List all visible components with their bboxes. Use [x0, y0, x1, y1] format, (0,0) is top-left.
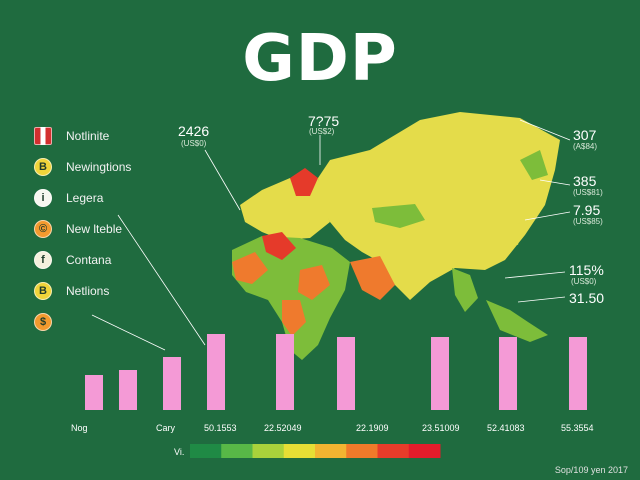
- color-scale-swatch: [221, 444, 253, 458]
- legend: Notlinite B Newingtions i Legera © New lteb…: [34, 120, 184, 337]
- bar: [163, 357, 181, 410]
- legend-copyright-icon: ©: [34, 219, 52, 238]
- region-patch: [452, 268, 478, 312]
- region-patch: [282, 300, 306, 336]
- source-note: Sop/109 yen 2017: [554, 465, 628, 475]
- color-scale-swatch: [315, 444, 347, 458]
- legend-item: B Netlions: [34, 275, 184, 306]
- legend-dollar-icon: $: [34, 312, 52, 331]
- callout-sub: (US$81): [573, 188, 603, 197]
- callout-value: 7.95: [573, 202, 601, 218]
- bar-label: 55.3554: [561, 423, 594, 433]
- region-patch: [262, 232, 296, 260]
- callout-value: 7?75: [308, 113, 340, 129]
- leader-line: [117, 214, 206, 346]
- callout-value: 307: [573, 127, 597, 143]
- region-patch: [350, 256, 395, 300]
- color-scale-swatch: [252, 444, 285, 458]
- callout-sub: (US$2): [309, 127, 335, 136]
- leader-line: [91, 314, 166, 351]
- region-patch: [232, 252, 268, 284]
- bar: [337, 337, 355, 410]
- legend-coin-icon: B: [34, 281, 52, 300]
- callout-value: 2426: [178, 123, 210, 139]
- asia-region: [318, 112, 560, 300]
- leader-line: [517, 296, 566, 303]
- callout-sub: (US$0): [571, 277, 597, 286]
- leader-line: [524, 211, 571, 221]
- callout-value: 31.50: [569, 290, 605, 306]
- callout-sub: (US$0): [181, 139, 207, 148]
- color-scale-swatch: [190, 444, 222, 458]
- color-scale-swatch: [346, 444, 378, 458]
- leader-line: [204, 149, 241, 211]
- region-patch: [508, 212, 522, 245]
- legend-item: f Contana: [34, 244, 184, 275]
- bar: [207, 334, 225, 410]
- color-scale-swatch: [283, 444, 316, 458]
- bar-label: 22.52049: [264, 423, 302, 433]
- bar: [499, 337, 517, 410]
- bar-label: 22.1909: [356, 423, 389, 433]
- color-scale-swatch: [377, 444, 410, 458]
- region-patch: [486, 300, 548, 342]
- bar-label: 52.41083: [487, 423, 525, 433]
- bar-label: 50.1553: [204, 423, 237, 433]
- leader-line: [504, 271, 566, 279]
- region-patch: [520, 150, 548, 180]
- bar-label: Cary: [156, 423, 176, 433]
- legend-coin-icon: B: [34, 157, 52, 176]
- callout-value: 385: [573, 173, 597, 189]
- color-scale-swatch: [408, 444, 441, 458]
- color-scale-label: Vi.: [174, 447, 185, 457]
- leader-line: [539, 179, 571, 186]
- leader-line: [519, 119, 571, 141]
- callout-value: 115%: [569, 262, 604, 278]
- region-patch: [298, 265, 330, 300]
- bar-label: Nog: [71, 423, 88, 433]
- callout-sub: (A$84): [573, 142, 598, 151]
- bar: [85, 375, 103, 410]
- bar: [119, 370, 137, 410]
- region-patch: [290, 168, 318, 196]
- legend-item: Notlinite: [34, 120, 184, 151]
- region-patch: [372, 204, 425, 228]
- bar: [569, 337, 587, 410]
- legend-item: $: [34, 306, 184, 337]
- bar: [431, 337, 449, 410]
- legend-flag-icon: [34, 126, 52, 145]
- bar: [276, 334, 294, 410]
- legend-info-icon: i: [34, 188, 52, 207]
- page-title: GDP: [242, 22, 398, 96]
- callout-sub: (US$85): [573, 217, 603, 226]
- legend-f-icon: f: [34, 250, 52, 269]
- legend-item: B Newingtions: [34, 151, 184, 182]
- legend-item: © New lteble: [34, 213, 184, 244]
- legend-item: i Legera: [34, 182, 184, 213]
- bar-label: 23.51009: [422, 423, 460, 433]
